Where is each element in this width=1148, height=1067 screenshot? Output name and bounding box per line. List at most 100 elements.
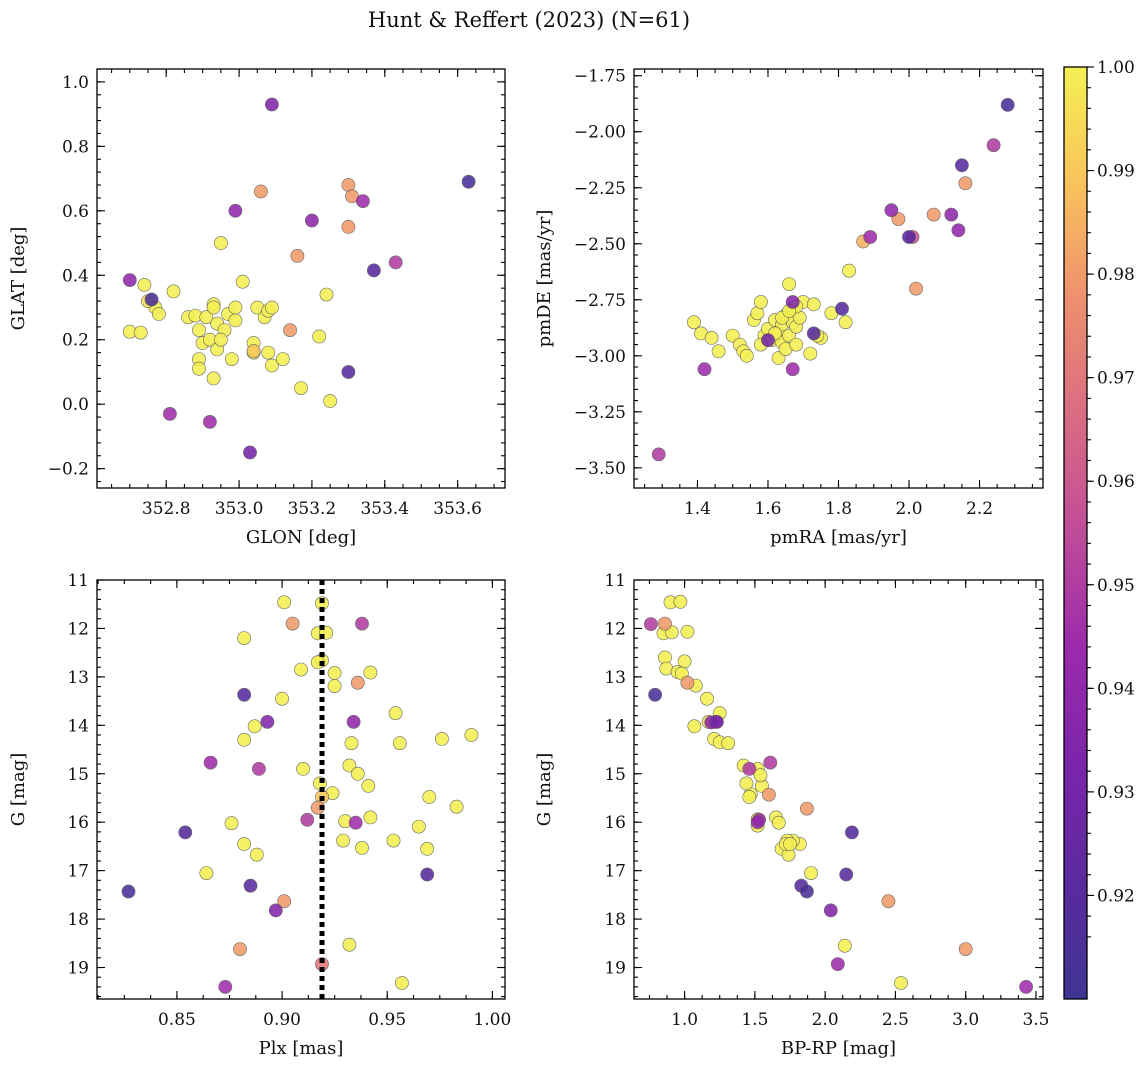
- y-tick-label: 14: [67, 716, 89, 736]
- data-point: [761, 333, 775, 347]
- colorbar-tick-label: 0.93: [1097, 783, 1135, 803]
- data-point: [224, 352, 239, 366]
- y-tick-label: −2.75: [574, 291, 626, 311]
- x-tick-label: 352.8: [142, 499, 191, 519]
- y-tick-label: 14: [604, 716, 626, 736]
- y-tick-label: −2.25: [574, 179, 626, 199]
- x-tick-label: 1.6: [754, 499, 781, 519]
- data-point: [710, 715, 724, 729]
- y-axis-label: GLAT [deg]: [8, 227, 29, 331]
- x-tick-label: 1.4: [684, 499, 711, 519]
- data-point: [648, 687, 662, 702]
- y-tick-label: 16: [604, 813, 626, 833]
- data-point: [881, 894, 896, 909]
- data-point: [199, 866, 214, 880]
- data-point: [253, 184, 268, 199]
- data-point: [237, 837, 252, 851]
- y-tick-label: 12: [604, 619, 626, 639]
- data-point: [837, 938, 852, 953]
- data-point: [192, 361, 206, 376]
- data-point: [260, 715, 275, 729]
- data-point: [341, 365, 356, 379]
- data-point: [283, 323, 297, 337]
- ticks-glon-glat: 352.8 353.0 353.2 353.4 353.6 −0.2 0.0 0.2 0.4 0.…: [48, 68, 505, 519]
- x-tick-label: 2.2: [966, 499, 993, 519]
- data-point: [285, 616, 300, 631]
- data-point: [327, 666, 342, 680]
- points-glon-glat: [122, 97, 476, 460]
- data-point: [986, 138, 1001, 153]
- data-point: [1000, 98, 1015, 112]
- x-tick-label: 3.5: [1022, 1010, 1049, 1030]
- data-point: [680, 624, 695, 639]
- data-point: [218, 980, 233, 994]
- y-tick-label: 0.4: [62, 266, 89, 286]
- x-tick-label: 0.90: [263, 1010, 301, 1030]
- y-tick-label: 18: [604, 910, 626, 930]
- data-point: [346, 715, 361, 729]
- data-point: [958, 176, 973, 191]
- y-tick-label: 0.0: [62, 395, 89, 415]
- y-tick-label: 15: [67, 765, 89, 785]
- data-point: [754, 295, 768, 309]
- data-point: [789, 337, 804, 352]
- data-point: [144, 292, 159, 307]
- data-point: [235, 274, 250, 289]
- data-point: [261, 345, 276, 360]
- ticks-pmra-pmde: 1.4 1.6 1.8 2.0 2.2 −3.50 −3.25 −3.00 −2.75 −2.50…: [574, 67, 1043, 519]
- data-point: [246, 344, 261, 358]
- data-point: [1019, 980, 1033, 994]
- data-point: [237, 631, 252, 645]
- data-point: [300, 812, 315, 827]
- data-point: [206, 300, 221, 315]
- data-point: [394, 976, 409, 990]
- data-point: [213, 236, 228, 250]
- data-point: [651, 447, 666, 462]
- data-point: [842, 263, 856, 278]
- y-tick-label: 1.0: [62, 73, 89, 93]
- data-point: [243, 878, 258, 893]
- y-tick-label: 16: [67, 813, 89, 833]
- data-point: [290, 248, 305, 263]
- data-point: [449, 799, 464, 814]
- data-point: [700, 691, 714, 706]
- y-tick-label: 13: [604, 668, 626, 688]
- y-tick-label: −3.50: [574, 459, 626, 479]
- data-point: [243, 445, 257, 460]
- y-axis-label: pmDE [mas/yr]: [534, 210, 555, 348]
- data-point: [350, 766, 365, 781]
- y-axis-label: G [mag]: [8, 753, 29, 826]
- data-point: [344, 736, 359, 751]
- data-point: [312, 329, 327, 344]
- data-point: [704, 330, 719, 345]
- data-point: [763, 755, 778, 770]
- data-point: [687, 315, 701, 330]
- data-point: [673, 594, 688, 609]
- data-point: [739, 348, 754, 363]
- colorbar-tick-label: 0.97: [1097, 369, 1135, 389]
- y-tick-label: 13: [67, 668, 89, 688]
- y-tick-label: 11: [67, 571, 89, 591]
- data-point: [830, 957, 845, 971]
- data-point: [228, 313, 243, 328]
- y-tick-label: 0.2: [62, 331, 89, 351]
- data-point: [800, 884, 814, 899]
- x-tick-label: 2.0: [895, 499, 922, 519]
- data-point: [192, 323, 206, 337]
- data-point: [268, 903, 283, 918]
- data-point: [411, 819, 426, 834]
- colorbar-tick-label: 0.95: [1097, 576, 1135, 596]
- y-tick-label: 15: [604, 765, 626, 785]
- panel-plx-g: 0.85 0.90 0.95 1.00 11 12 13 14 15 16 17 18 19 Plx [m…: [8, 571, 511, 1059]
- y-tick-label: 11: [604, 571, 626, 591]
- data-point: [823, 903, 838, 918]
- data-point: [264, 300, 279, 315]
- x-axis-label: GLON [deg]: [246, 527, 356, 548]
- data-point: [137, 277, 152, 292]
- data-point: [166, 284, 181, 299]
- data-point: [224, 816, 239, 831]
- x-tick-label: 3.0: [952, 1010, 979, 1030]
- data-point: [461, 174, 476, 189]
- colorbar-tick-label: 0.96: [1097, 472, 1135, 492]
- x-tick-label: 1.00: [473, 1010, 511, 1030]
